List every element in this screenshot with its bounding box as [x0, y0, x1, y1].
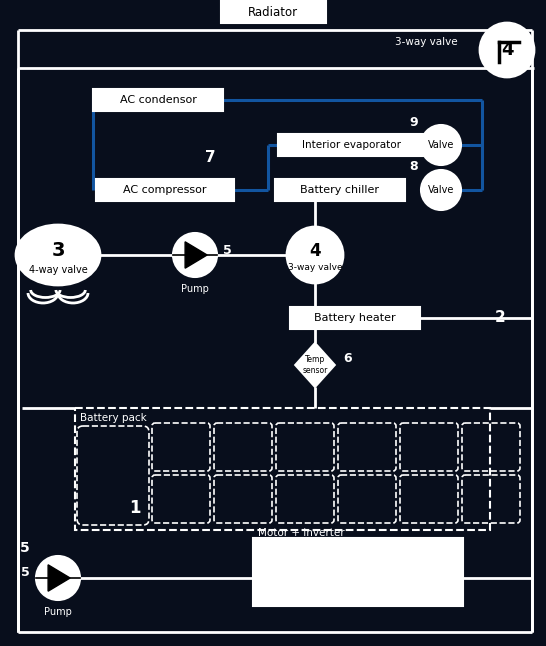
- Text: 3: 3: [51, 242, 65, 260]
- Text: 2: 2: [495, 311, 506, 326]
- Polygon shape: [48, 565, 70, 591]
- Circle shape: [287, 227, 343, 283]
- Bar: [93, 89, 223, 111]
- Circle shape: [421, 125, 461, 165]
- Text: Pump: Pump: [181, 284, 209, 294]
- Text: Motor + inverter: Motor + inverter: [258, 528, 345, 538]
- Text: 6: 6: [343, 352, 352, 365]
- Circle shape: [421, 170, 461, 210]
- Text: 8: 8: [410, 160, 418, 174]
- Polygon shape: [185, 242, 207, 268]
- Ellipse shape: [16, 225, 100, 285]
- Text: 9: 9: [410, 116, 418, 129]
- Bar: [96, 179, 234, 201]
- Text: 4: 4: [309, 242, 321, 260]
- Text: 5: 5: [223, 244, 232, 256]
- Text: Battery heater: Battery heater: [314, 313, 396, 323]
- Text: 7: 7: [205, 151, 215, 165]
- Circle shape: [36, 556, 80, 600]
- Text: Radiator: Radiator: [248, 6, 298, 19]
- Text: Pump: Pump: [44, 607, 72, 617]
- Bar: [278, 134, 426, 156]
- Circle shape: [480, 23, 534, 77]
- Bar: [75, 408, 490, 530]
- Text: Battery pack: Battery pack: [80, 413, 147, 423]
- Text: Temp
sensor: Temp sensor: [302, 355, 328, 375]
- Text: 1: 1: [129, 499, 141, 517]
- Text: Valve: Valve: [428, 140, 454, 150]
- Text: Interior evaporator: Interior evaporator: [302, 140, 401, 150]
- Text: 5: 5: [20, 541, 29, 555]
- Text: 4-way valve: 4-way valve: [28, 265, 87, 275]
- Text: AC condensor: AC condensor: [120, 95, 197, 105]
- Text: 3-way valve: 3-way valve: [395, 37, 458, 47]
- Text: 3-way valve: 3-way valve: [288, 263, 342, 272]
- Circle shape: [173, 233, 217, 277]
- Polygon shape: [295, 343, 335, 387]
- Bar: [290, 307, 420, 329]
- Text: Battery chiller: Battery chiller: [300, 185, 379, 195]
- Text: Valve: Valve: [428, 185, 454, 195]
- Bar: [221, 1, 325, 23]
- Text: 5: 5: [21, 567, 30, 579]
- Text: AC compressor: AC compressor: [123, 185, 207, 195]
- Bar: [253, 538, 463, 606]
- Bar: [275, 179, 405, 201]
- Text: 4: 4: [501, 41, 513, 59]
